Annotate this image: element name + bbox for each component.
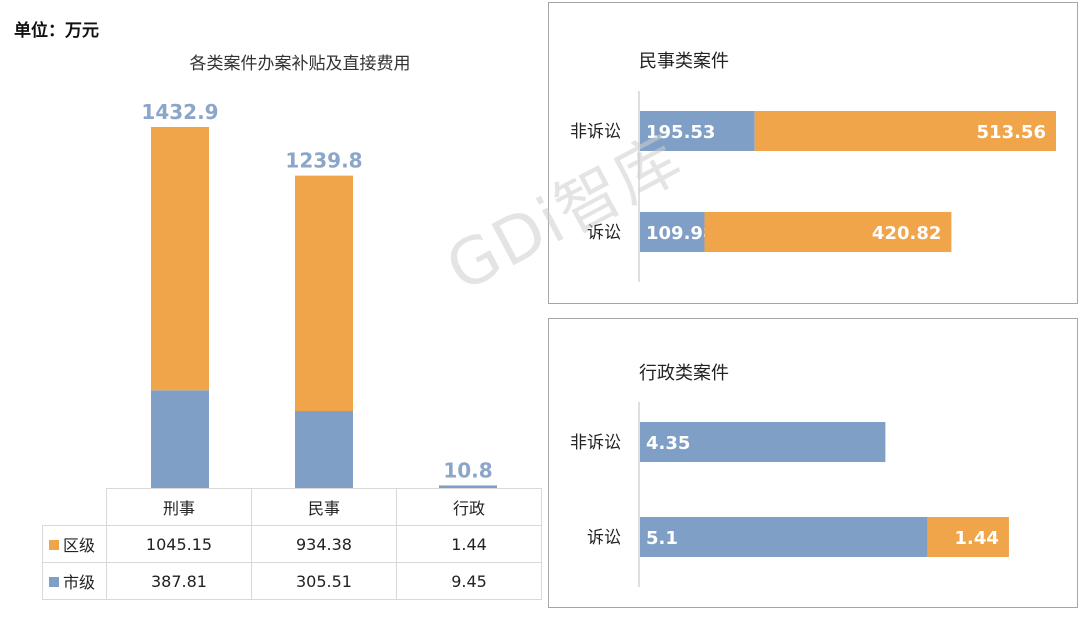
admin-cases-bar-chart: 非诉讼 4.35 诉讼 5.1 1.44	[570, 402, 1009, 587]
bar-value-label: 109.98	[646, 223, 715, 244]
admin-cases-panel: 行政类案件 非诉讼 4.35 诉讼 5.1 1.44	[548, 318, 1078, 608]
table-row-label-district: 区级	[42, 525, 107, 563]
table-row-label-city: 市级	[42, 562, 107, 600]
bar-value-label: 4.35	[646, 433, 690, 454]
bar-value-label: 195.53	[646, 122, 715, 143]
unit-label: 单位：万元	[14, 21, 99, 41]
table-cell: 1.44	[396, 525, 542, 563]
main-chart-title: 各类案件办案补贴及直接费用	[189, 54, 411, 74]
bar-value-label: 420.82	[872, 223, 941, 244]
table-header-criminal: 刑事	[106, 488, 252, 526]
bar-value-label: 1.44	[955, 528, 999, 549]
category-label-1: 诉讼	[587, 528, 621, 548]
bar-city-2	[439, 485, 497, 488]
bar-district-1	[704, 212, 952, 252]
table-cell: 305.51	[251, 562, 397, 600]
category-label-1: 诉讼	[587, 223, 621, 243]
table-header-row: 刑事 民事 行政	[42, 488, 542, 526]
bar-city-0	[151, 390, 209, 488]
table-row-district: 区级 1045.15 934.38 1.44	[42, 525, 542, 563]
bar-city-1	[295, 411, 353, 488]
table-cell: 934.38	[251, 525, 397, 563]
bar-district-0	[754, 111, 1056, 151]
bar-city-0	[640, 422, 886, 462]
main-data-table: 刑事 民事 行政 区级 1045.15 934.38 1.44 市级 387.8…	[42, 488, 542, 600]
table-cell: 1045.15	[106, 525, 252, 563]
bar-district-0	[151, 126, 209, 391]
admin-cases-title: 行政类案件	[639, 363, 729, 384]
total-label-1: 1239.8	[285, 149, 362, 173]
main-stacked-bar-chart: 1432.9 1239.8 10.8	[141, 100, 497, 488]
bar-city-1	[640, 212, 705, 252]
total-label-2: 10.8	[443, 458, 492, 482]
bar-value-label: 513.56	[977, 122, 1046, 143]
table-cell: 9.45	[396, 562, 542, 600]
district-legend-label: 区级	[63, 536, 96, 555]
bar-city-1	[640, 517, 928, 557]
city-legend-swatch	[49, 577, 59, 587]
city-legend-label: 市级	[63, 573, 96, 592]
district-legend-swatch	[49, 540, 59, 550]
total-label-0: 1432.9	[141, 100, 218, 124]
bar-district-1	[927, 517, 1009, 557]
civil-cases-bar-chart: 非诉讼 195.53 513.56 诉讼 109.98 420.82	[570, 91, 1056, 282]
category-label-0: 非诉讼	[570, 122, 621, 142]
table-header-admin: 行政	[396, 488, 542, 526]
bar-district-1	[295, 175, 353, 412]
table-header-civil: 民事	[251, 488, 397, 526]
bar-district-2	[439, 485, 497, 486]
table-corner-cell	[42, 488, 107, 526]
civil-cases-title: 民事类案件	[639, 51, 729, 72]
civil-cases-panel: 民事类案件 非诉讼 195.53 513.56 诉讼 109.98 420.82	[548, 2, 1078, 304]
table-cell: 387.81	[106, 562, 252, 600]
bar-value-label: 5.1	[646, 528, 678, 549]
category-label-0: 非诉讼	[570, 433, 621, 453]
bar-city-0	[640, 111, 755, 151]
table-row-city: 市级 387.81 305.51 9.45	[42, 562, 542, 600]
